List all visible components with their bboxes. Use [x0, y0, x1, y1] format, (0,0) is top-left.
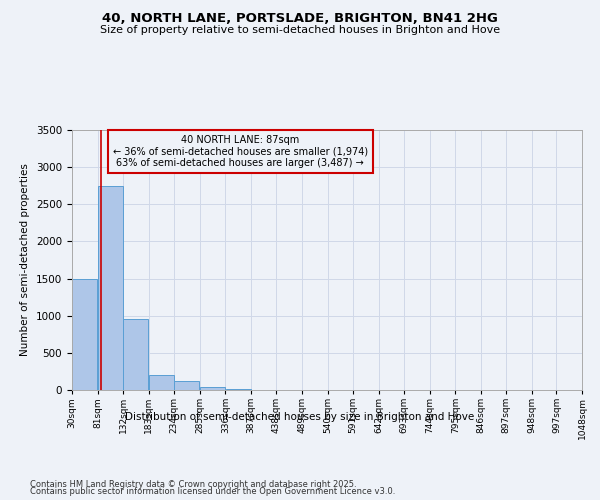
Y-axis label: Number of semi-detached properties: Number of semi-detached properties: [20, 164, 31, 356]
Text: Contains HM Land Registry data © Crown copyright and database right 2025.: Contains HM Land Registry data © Crown c…: [30, 480, 356, 489]
Text: 40, NORTH LANE, PORTSLADE, BRIGHTON, BN41 2HG: 40, NORTH LANE, PORTSLADE, BRIGHTON, BN4…: [102, 12, 498, 26]
Text: Contains public sector information licensed under the Open Government Licence v3: Contains public sector information licen…: [30, 488, 395, 496]
Bar: [72, 278, 97, 390]
Bar: [226, 389, 251, 390]
Text: Size of property relative to semi-detached houses in Brighton and Hove: Size of property relative to semi-detach…: [100, 25, 500, 35]
Bar: [124, 320, 148, 390]
Bar: [175, 381, 199, 390]
Bar: [98, 186, 123, 390]
Bar: [149, 375, 174, 390]
Bar: [200, 387, 225, 390]
Text: Distribution of semi-detached houses by size in Brighton and Hove: Distribution of semi-detached houses by …: [125, 412, 475, 422]
Text: 40 NORTH LANE: 87sqm
← 36% of semi-detached houses are smaller (1,974)
63% of se: 40 NORTH LANE: 87sqm ← 36% of semi-detac…: [113, 135, 368, 168]
